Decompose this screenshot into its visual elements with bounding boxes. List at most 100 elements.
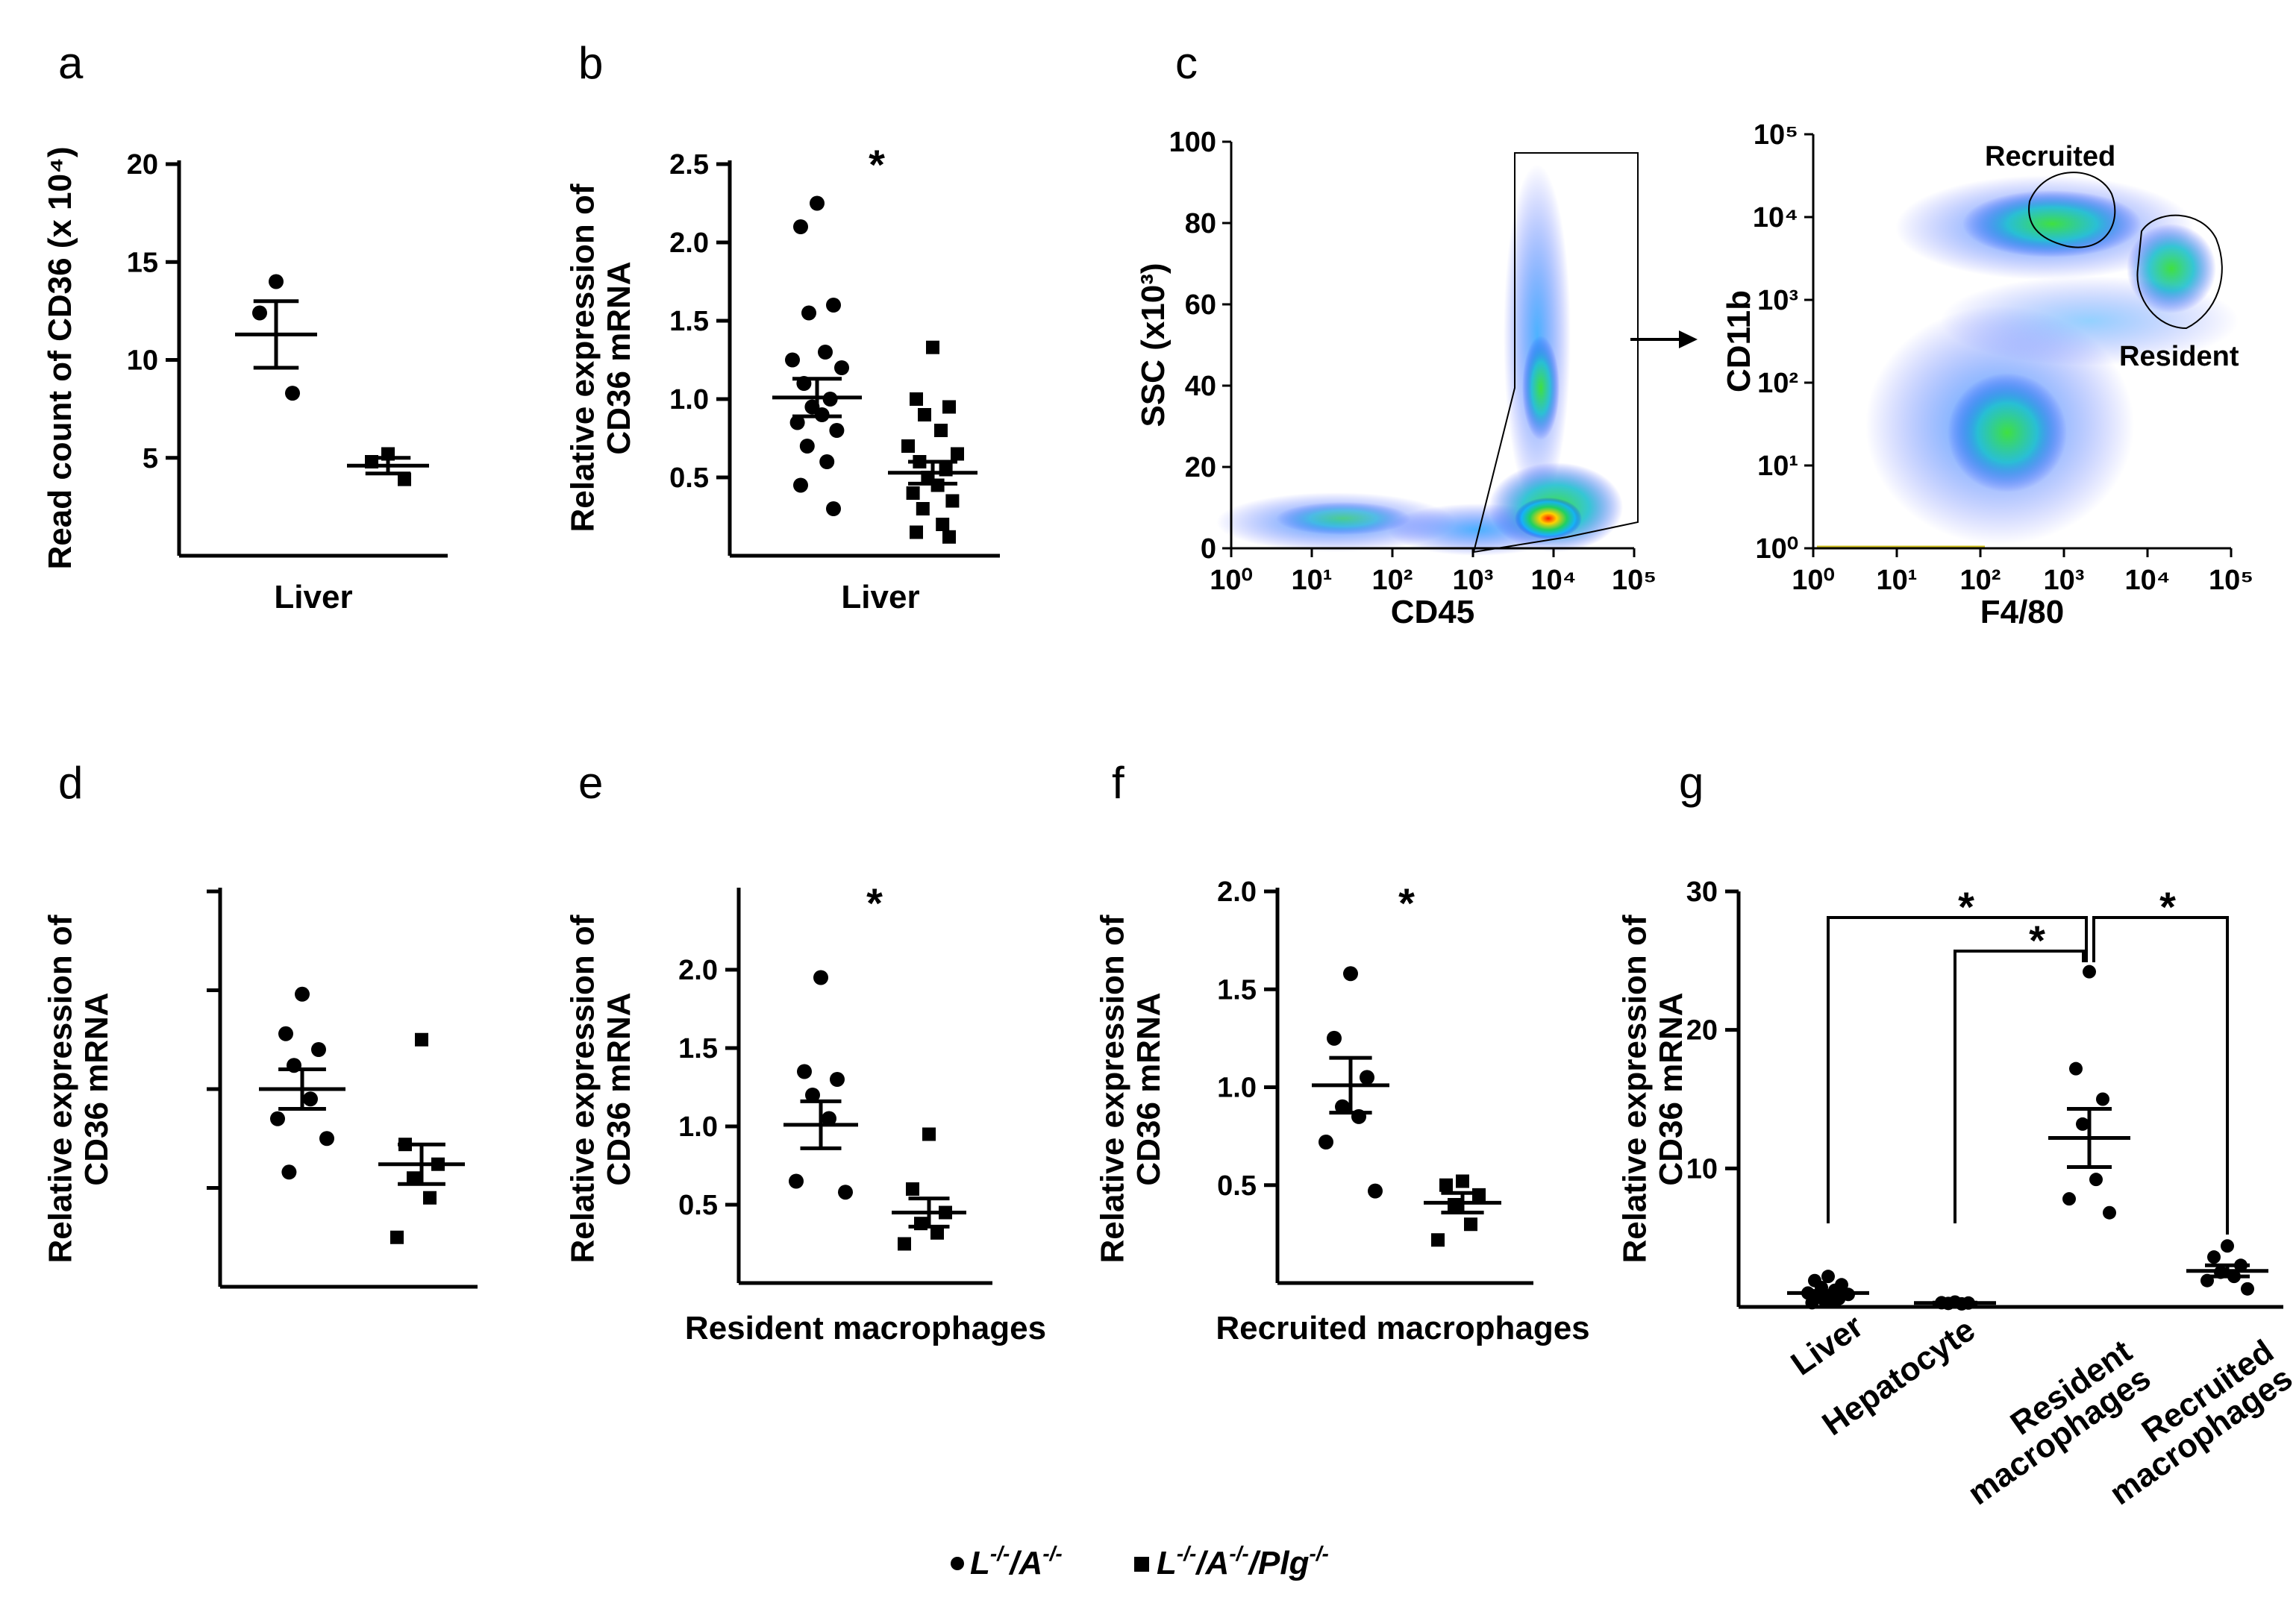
recruited-gate-label: Recruited bbox=[1985, 141, 2115, 172]
x-tick-label: 10⁴ bbox=[2124, 565, 2170, 596]
data-point bbox=[793, 477, 808, 493]
data-point bbox=[926, 340, 939, 354]
data-point bbox=[2103, 1205, 2116, 1220]
data-point bbox=[423, 1191, 437, 1205]
y-tick-label: 100 bbox=[1169, 127, 1216, 158]
data-point bbox=[303, 1091, 318, 1107]
legend-group1: L-/-/A-/- bbox=[970, 1542, 1063, 1581]
series-group1 bbox=[1312, 966, 1389, 1199]
data-point bbox=[1439, 1178, 1453, 1192]
data-point bbox=[1360, 1070, 1374, 1085]
data-point bbox=[2069, 1061, 2083, 1076]
data-point bbox=[398, 472, 411, 486]
series-group1 bbox=[259, 986, 345, 1180]
legend-group2: L-/-/A-/-/Plg-/- bbox=[1157, 1542, 1329, 1581]
panel-letter-e: e bbox=[578, 758, 603, 808]
data-point bbox=[930, 1226, 944, 1240]
arrow-icon bbox=[1679, 330, 1698, 348]
data-point bbox=[830, 1072, 845, 1087]
data-point bbox=[2096, 1092, 2109, 1106]
x-tick-label: 10¹ bbox=[1877, 565, 1918, 596]
data-point bbox=[826, 298, 841, 313]
bracket-resident-recruited bbox=[2092, 916, 2229, 1235]
flow-density-f480 bbox=[1813, 134, 2239, 548]
y-tick-label: 0.5 bbox=[669, 462, 709, 494]
data-point bbox=[818, 345, 833, 360]
data-point bbox=[2089, 1173, 2103, 1187]
resident-gate-label: Resident bbox=[2119, 341, 2239, 372]
recruited-gate bbox=[2028, 172, 2116, 248]
y-tick-label: 80 bbox=[1185, 208, 1216, 239]
data-point bbox=[898, 1237, 911, 1251]
y-tick-label: 0.5 bbox=[678, 1190, 718, 1221]
y-tick-label: 0.5 bbox=[1217, 1170, 1257, 1202]
data-point bbox=[2083, 965, 2096, 979]
data-point bbox=[829, 423, 845, 438]
panel-letter-a: a bbox=[58, 38, 84, 88]
data-point bbox=[942, 530, 956, 544]
y-axis-title: SSC (x10³) bbox=[1135, 263, 1172, 427]
flow-axes-cd45: 10⁰ 10¹ 10² 10³ 10⁴ 10⁵ 0 20 40 60 80 100 CD45 SSC (x… bbox=[1135, 127, 1657, 630]
panel-e: 0.5 1.0 1.5 2.0 Relative expression ofCD36 m… bbox=[565, 879, 1046, 1346]
x-axis-title: Resident macrophages bbox=[685, 1310, 1046, 1346]
resident-gate bbox=[2136, 214, 2223, 330]
series-group1 bbox=[235, 274, 317, 401]
data-point bbox=[916, 502, 930, 515]
y-tick-label: 15 bbox=[127, 247, 158, 278]
x-tick-label: 10⁴ bbox=[1530, 565, 1576, 596]
y-axis-title: CD11b bbox=[1721, 290, 1757, 392]
y-tick-label: 10¹ bbox=[1757, 451, 1798, 482]
y-tick-label: 2.0 bbox=[678, 955, 718, 986]
x-tick-label: 10¹ bbox=[1292, 565, 1333, 596]
y-tick-label: 10⁵ bbox=[1754, 119, 1798, 151]
data-point bbox=[1821, 1270, 1835, 1284]
data-point bbox=[819, 454, 835, 469]
y-tick-label: 1.0 bbox=[1217, 1073, 1257, 1104]
y-tick-label: 20 bbox=[1686, 1015, 1718, 1047]
y-tick-label: 2.5 bbox=[669, 149, 709, 181]
y-tick-label: 0 bbox=[1201, 533, 1216, 565]
data-point bbox=[789, 415, 805, 430]
data-point bbox=[1343, 966, 1358, 982]
data-point bbox=[278, 1026, 293, 1041]
panel-letter-f: f bbox=[1112, 758, 1124, 808]
panel-letter-d: d bbox=[58, 758, 83, 808]
data-point bbox=[1472, 1188, 1486, 1202]
data-point bbox=[1805, 1296, 1819, 1310]
panel-letter-c: c bbox=[1175, 38, 1198, 88]
significance-star: * bbox=[1958, 883, 1974, 930]
x-tick-label: 10³ bbox=[2044, 565, 2085, 596]
data-point bbox=[805, 1088, 820, 1103]
x-axis-title: Liver bbox=[841, 579, 919, 615]
y-tick-label: 10³ bbox=[1757, 285, 1798, 316]
bracket-liver-resident bbox=[1827, 916, 2088, 1223]
series-group2 bbox=[378, 1032, 465, 1244]
flow-axes-f480: 10⁰ 10¹ 10² 10³ 10⁴ 10⁵ 10⁰ 10¹ 10² 10³ 10⁴ 10⁵ F4/8… bbox=[1721, 119, 2253, 630]
data-point bbox=[281, 1164, 297, 1180]
significance-star: * bbox=[2029, 917, 2045, 964]
group-liver bbox=[1787, 1270, 1869, 1310]
flow-plot-f480: Recruited Resident bbox=[1813, 134, 2239, 548]
panel-d: Relative expression ofCD36 mRNA bbox=[43, 888, 478, 1289]
data-point bbox=[813, 970, 828, 985]
data-point bbox=[1456, 1174, 1469, 1188]
y-tick-label: 10² bbox=[1757, 368, 1798, 399]
flow-density-cd45 bbox=[1216, 142, 1634, 556]
x-tick-label: 10² bbox=[1372, 565, 1413, 596]
data-point bbox=[936, 518, 950, 531]
x-category-label: Liver bbox=[1784, 1308, 1869, 1382]
x-axis-title: F4/80 bbox=[1980, 594, 2065, 630]
series-group2 bbox=[888, 340, 977, 544]
data-point bbox=[910, 525, 923, 539]
data-point bbox=[252, 305, 267, 321]
data-point bbox=[901, 439, 915, 453]
x-tick-label: 10² bbox=[1960, 565, 2001, 596]
y-tick-label: 2.0 bbox=[1217, 876, 1257, 908]
data-point bbox=[270, 1111, 285, 1126]
data-point bbox=[922, 1127, 936, 1141]
y-tick-label: 10 bbox=[1686, 1153, 1718, 1185]
y-axis-title: Relative expression ofCD36 mRNA bbox=[43, 915, 115, 1263]
y-tick-label: 30 bbox=[1686, 876, 1718, 908]
y-axis-title: Relative expression ofCD36 mRNA bbox=[565, 184, 637, 532]
y-axis-title: Relative expression ofCD36 mRNA bbox=[565, 915, 637, 1263]
